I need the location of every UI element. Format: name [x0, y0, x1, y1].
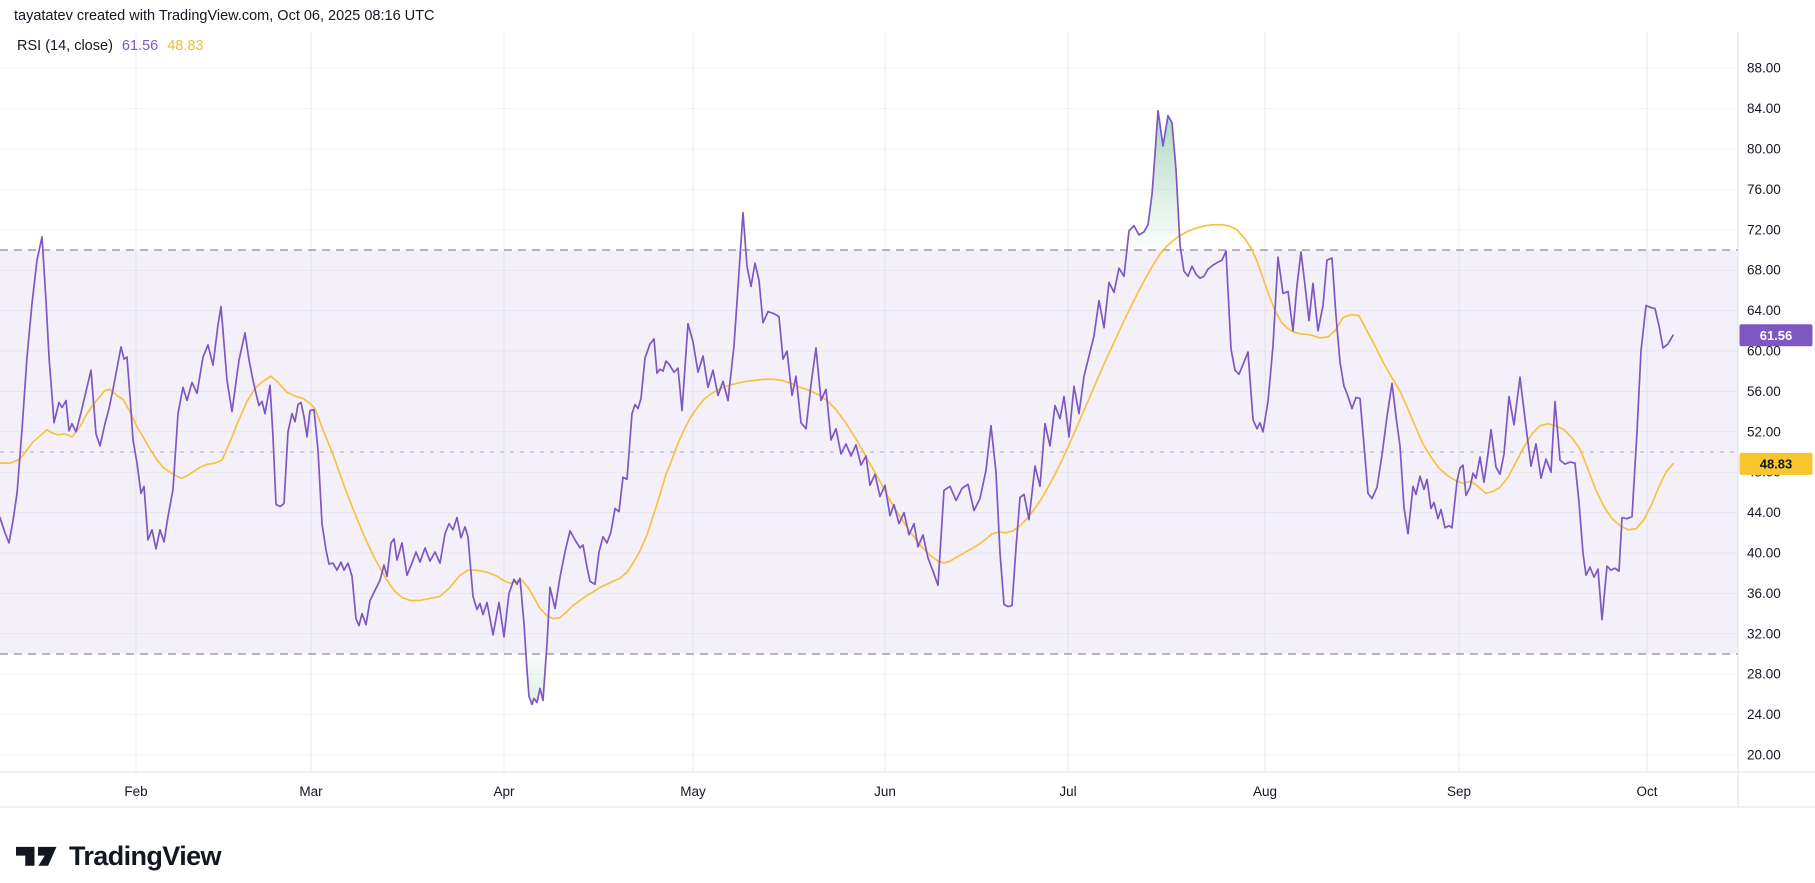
ma-value-badge-bg: [1739, 452, 1813, 475]
y-axis-label: 52.00: [1747, 424, 1781, 439]
y-axis-label: 44.00: [1747, 505, 1781, 520]
x-axis-month-label: May: [680, 784, 706, 799]
y-axis-label: 20.00: [1747, 748, 1781, 763]
x-axis-month-label: Apr: [493, 784, 515, 799]
y-axis-label: 80.00: [1747, 142, 1781, 157]
rsi-line: [0, 109, 1674, 706]
x-axis-month-label: Jun: [874, 784, 896, 799]
rsi-band: [0, 250, 1738, 654]
y-axis-label: 32.00: [1747, 626, 1781, 641]
ma-value-badge-text: 48.83: [1760, 457, 1793, 472]
rsi-value-badge-bg: [1739, 324, 1813, 347]
tradingview-logo-icon: [16, 846, 57, 866]
y-axis-label: 56.00: [1747, 384, 1781, 399]
x-axis-month-label: Sep: [1447, 784, 1471, 799]
tradingview-logo-text: TradingView: [69, 841, 222, 871]
x-axis-month-label: Jul: [1059, 784, 1076, 799]
x-axis-month-label: Aug: [1253, 784, 1277, 799]
y-axis-label: 40.00: [1747, 546, 1781, 561]
rsi-value-badge-text: 61.56: [1760, 328, 1793, 343]
tradingview-logo[interactable]: TradingView: [16, 841, 222, 872]
y-axis-label: 60.00: [1747, 344, 1781, 359]
y-axis-label: 36.00: [1747, 586, 1781, 601]
x-axis-month-label: Feb: [124, 784, 147, 799]
y-axis-label: 24.00: [1747, 707, 1781, 722]
y-axis-label: 84.00: [1747, 101, 1781, 116]
x-axis-month-label: Mar: [299, 784, 323, 799]
y-axis-label: 88.00: [1747, 61, 1781, 76]
y-axis-label: 68.00: [1747, 263, 1781, 278]
attribution-text: tayatatev created with TradingView.com, …: [14, 8, 435, 24]
x-axis-month-label: Oct: [1636, 784, 1657, 799]
indicator-legend[interactable]: RSI (14, close) 61.56 48.83: [17, 38, 204, 54]
legend-ma-value: 48.83: [167, 38, 204, 54]
y-axis-label: 76.00: [1747, 182, 1781, 197]
y-axis-label: 28.00: [1747, 667, 1781, 682]
indicator-title: RSI (14, close): [17, 38, 113, 54]
legend-rsi-value: 61.56: [121, 38, 159, 54]
y-axis-label: 72.00: [1747, 222, 1781, 237]
y-axis-label: 64.00: [1747, 303, 1781, 318]
